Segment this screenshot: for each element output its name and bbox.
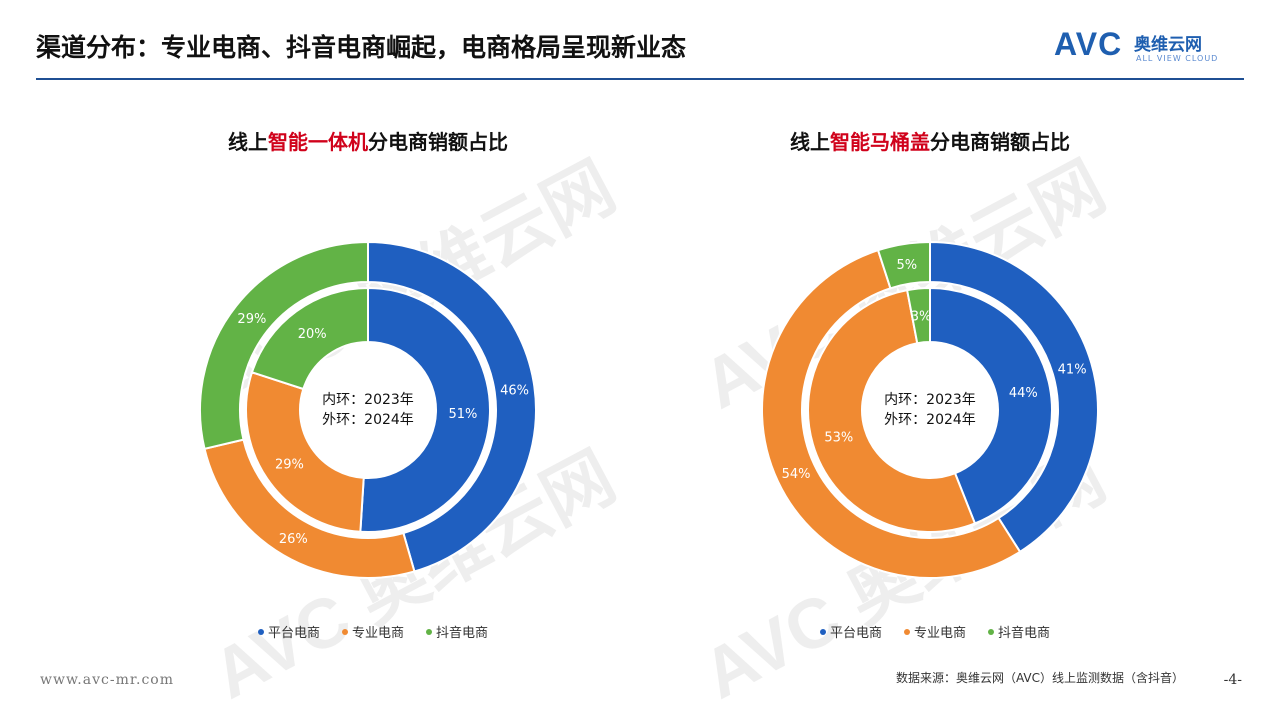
logo-cn-text: 奥维云网: [1134, 35, 1202, 55]
logo-en-text: ALL VIEW CLOUD: [1136, 54, 1219, 63]
chart-title-suffix: 分电商销额占比: [930, 130, 1070, 154]
legend-left: 平台电商 专业电商 抖音电商: [258, 622, 488, 641]
inner-ring-label-douyin: 3%: [911, 309, 932, 324]
legend-item: 平台电商: [258, 622, 320, 641]
legend-dot: [342, 628, 349, 635]
inner-ring-slice-platform: [929, 286, 1053, 525]
inner-ring-label-platform: 51%: [449, 407, 478, 422]
legend-dot: [988, 628, 995, 635]
donut-center-label: 外环：2024年: [322, 412, 414, 428]
footer-source: 数据来源：奥维云网（AVC）线上监测数据（含抖音）: [895, 671, 1184, 685]
legend-right: 平台电商 专业电商 抖音电商: [820, 622, 1050, 641]
legend-label: 专业电商: [914, 626, 967, 641]
outer-ring-label-professional: 54%: [782, 467, 811, 482]
donut-center-label: 内环：2023年: [322, 392, 414, 408]
inner-ring-slice-douyin: [905, 286, 931, 345]
chart-title-highlight: 智能一体机: [268, 130, 368, 154]
footer-url: www.avc-mr.com: [40, 672, 174, 688]
legend-label: 专业电商: [352, 626, 405, 641]
legend-dot: [904, 628, 911, 635]
inner-ring-label-douyin: 20%: [298, 327, 327, 342]
inner-ring-slice-professional: [245, 371, 365, 533]
outer-ring-label-professional: 26%: [279, 532, 308, 547]
outer-ring-label-platform: 41%: [1058, 363, 1087, 378]
legend-item: 抖音电商: [988, 622, 1050, 641]
outer-ring-slice-platform: [367, 240, 537, 573]
page-title: 渠道分布：专业电商、抖音电商崛起，电商格局呈现新业态: [36, 33, 687, 62]
brand-logo: AVC 奥维云网 ALL VIEW CLOUD: [1054, 26, 1244, 72]
inner-ring-label-professional: 53%: [824, 431, 853, 446]
chart-title-prefix: 线上: [228, 130, 268, 154]
legend-label: 平台电商: [268, 626, 321, 641]
outer-ring-label-douyin: 5%: [897, 258, 918, 273]
inner-ring-slice-platform: [359, 286, 492, 533]
legend-item: 抖音电商: [426, 622, 488, 641]
header-divider: [36, 78, 1244, 80]
inner-ring-label-professional: 29%: [275, 457, 304, 472]
legend-item: 专业电商: [342, 622, 404, 641]
legend-dot: [426, 628, 433, 635]
outer-ring-slice-douyin: [199, 240, 369, 451]
inner-ring-slice-professional: [807, 288, 977, 533]
chart-title-highlight: 智能马桶盖: [830, 130, 930, 154]
inner-ring-slice-douyin: [250, 286, 369, 391]
outer-ring-label-platform: 46%: [500, 383, 529, 398]
legend-label: 平台电商: [830, 626, 883, 641]
outer-ring-slice-platform: [929, 240, 1099, 554]
chart-title-left: 线上智能一体机分电商销额占比: [118, 126, 618, 155]
legend-item: 专业电商: [904, 622, 966, 641]
legend-label: 抖音电商: [436, 626, 489, 641]
logo-avc-text: AVC: [1054, 26, 1123, 62]
outer-ring-slice-douyin: [876, 240, 931, 290]
legend-item: 平台电商: [820, 622, 882, 641]
outer-ring-label-douyin: 29%: [237, 312, 266, 327]
legend-dot: [820, 628, 826, 635]
legend-label: 抖音电商: [998, 626, 1051, 641]
page-number: -4-: [1223, 672, 1242, 688]
chart-title-right: 线上智能马桶盖分电商销额占比: [680, 126, 1180, 155]
chart-title-prefix: 线上: [790, 130, 830, 154]
chart-title-suffix: 分电商销额占比: [368, 130, 508, 154]
outer-ring-slice-professional: [761, 248, 1022, 579]
donut-center-label: 外环：2024年: [884, 412, 976, 428]
inner-ring-label-platform: 44%: [1009, 386, 1038, 401]
legend-dot: [258, 628, 264, 635]
donut-center-label: 内环：2023年: [884, 392, 976, 408]
